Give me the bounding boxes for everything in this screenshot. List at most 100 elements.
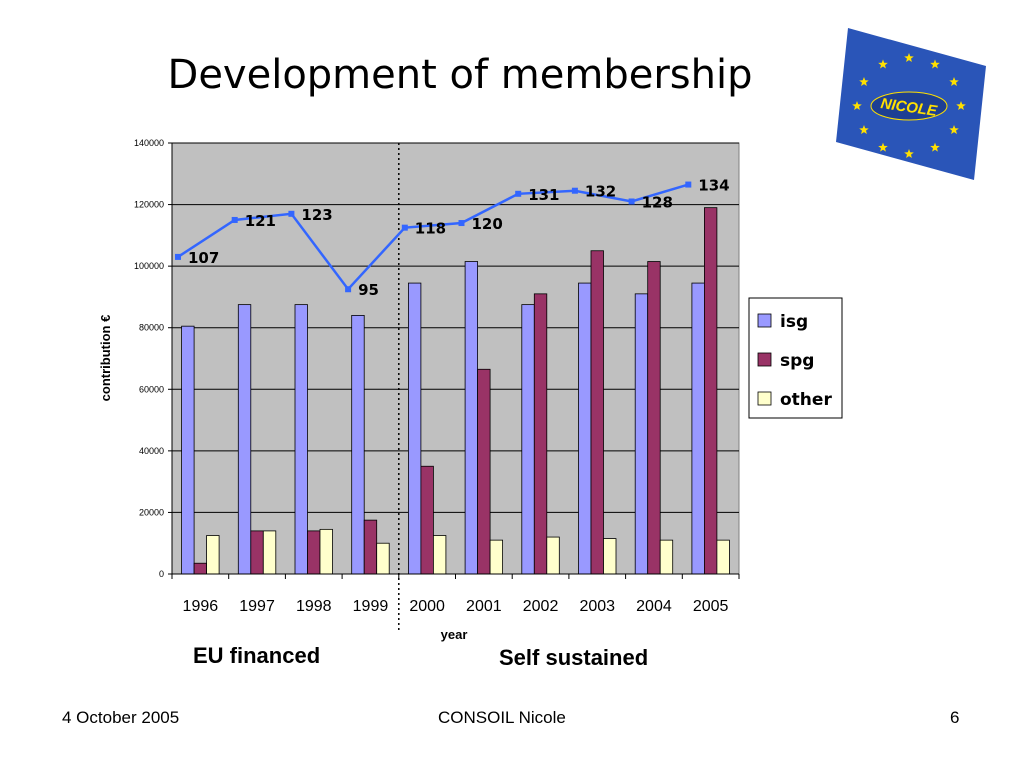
footer-page-number: 6 <box>950 708 960 727</box>
x-tick-label: 2002 <box>523 598 559 615</box>
nicole-logo: NICOLE <box>836 28 986 180</box>
line-point-label: 118 <box>415 220 446 238</box>
line-point <box>515 190 522 197</box>
bar-isg <box>294 304 308 575</box>
bar-spg <box>250 530 264 575</box>
bar-spg <box>590 250 604 575</box>
x-tick-label: 2005 <box>693 598 729 615</box>
bar-other <box>376 542 390 575</box>
line-point <box>628 198 635 205</box>
bar-isg <box>237 304 252 575</box>
bar-spg <box>307 530 321 575</box>
footer-date: 4 October 2005 <box>62 708 180 727</box>
line-point <box>345 286 352 293</box>
x-tick-label: 2004 <box>636 598 672 615</box>
star-icon <box>878 59 888 69</box>
star-icon <box>852 101 862 110</box>
x-tick-label: 1999 <box>353 598 389 615</box>
bar-spg <box>193 562 208 575</box>
bar-other <box>546 536 560 575</box>
y-tick-label: 40000 <box>139 446 164 456</box>
bar-isg <box>634 293 649 575</box>
line-point-label: 121 <box>245 212 276 230</box>
footer-center: CONSOIL Nicole <box>438 708 566 727</box>
line-series-path <box>177 183 689 292</box>
bar-spg <box>704 207 718 575</box>
line-point-label: 95 <box>358 281 379 299</box>
axes: 0 20000 40000 60000 80000 100000 120000 140000 1… <box>134 138 740 615</box>
bar-other <box>603 538 617 575</box>
y-axis-label: contribution € <box>98 315 113 402</box>
legend-label-other: other <box>780 390 832 410</box>
line-point <box>175 253 181 260</box>
star-icon <box>930 142 940 152</box>
bar-other <box>716 539 730 575</box>
y-tick-label: 140000 <box>134 138 164 148</box>
bar-other <box>432 535 447 575</box>
line-point <box>458 220 465 227</box>
x-axis-label: year <box>441 627 468 642</box>
bar-other <box>206 535 220 575</box>
line-point-label: 107 <box>188 249 219 267</box>
legend-swatch-other <box>757 391 772 406</box>
bar-other <box>659 539 674 575</box>
y-tick-label: 60000 <box>139 384 164 394</box>
line-point-label: 134 <box>698 177 729 195</box>
star-icon <box>878 142 888 152</box>
line-point-label: 131 <box>528 186 559 204</box>
bar-other <box>319 528 333 575</box>
bar-spg <box>477 368 491 575</box>
x-tick-label: 2001 <box>466 598 502 615</box>
self-sustained-label: Self sustained <box>499 645 649 670</box>
line-point-label: 120 <box>472 215 503 233</box>
line-point <box>571 187 578 194</box>
x-tick-label: 2003 <box>579 598 615 615</box>
star-icon <box>859 125 869 134</box>
line-point-label: 128 <box>642 193 673 211</box>
bar-spg <box>533 293 548 575</box>
slide-title: Development of membership <box>167 52 753 98</box>
bar-isg <box>521 304 535 575</box>
logo-stars <box>852 53 966 158</box>
x-tick-label: 1998 <box>296 598 332 615</box>
line-point <box>288 210 295 217</box>
legend-label-isg: isg <box>780 312 808 332</box>
line-point <box>231 216 238 223</box>
bars <box>181 207 730 575</box>
bar-other <box>262 530 277 575</box>
bar-isg <box>691 282 705 575</box>
bar-spg <box>647 261 661 575</box>
bar-other <box>489 539 504 575</box>
logo-oval <box>870 91 948 121</box>
star-icon <box>859 77 869 86</box>
line-point-label: 123 <box>301 206 332 224</box>
y-tick-label: 0 <box>159 569 164 579</box>
y-tick-label: 20000 <box>139 507 164 517</box>
line-series: 107 121 123 95 118 120 131 132 128 134 <box>175 177 730 299</box>
x-tick-label: 2000 <box>409 598 445 615</box>
x-tick-label: 1996 <box>183 598 219 615</box>
bar-spg <box>420 465 434 575</box>
legend-swatch-spg <box>757 352 772 367</box>
legend: isg spg other <box>748 297 843 419</box>
eu-financed-label: EU financed <box>193 643 321 668</box>
y-tick-label: 100000 <box>134 261 164 271</box>
bar-isg <box>351 314 365 575</box>
star-icon <box>949 77 959 86</box>
line-point-label: 132 <box>585 183 616 201</box>
line-point <box>401 224 408 231</box>
star-icon <box>904 149 914 158</box>
bar-isg <box>407 282 422 575</box>
bar-spg <box>363 519 378 575</box>
star-icon <box>930 59 940 69</box>
star-icon <box>949 125 959 134</box>
line-point <box>685 181 692 188</box>
y-tick-label: 120000 <box>134 200 164 210</box>
y-tick-label: 80000 <box>139 323 164 333</box>
bar-isg <box>464 261 479 575</box>
legend-label-spg: spg <box>780 351 814 371</box>
bar-isg <box>578 282 592 575</box>
legend-swatch-isg <box>757 313 772 328</box>
star-icon <box>904 53 914 62</box>
